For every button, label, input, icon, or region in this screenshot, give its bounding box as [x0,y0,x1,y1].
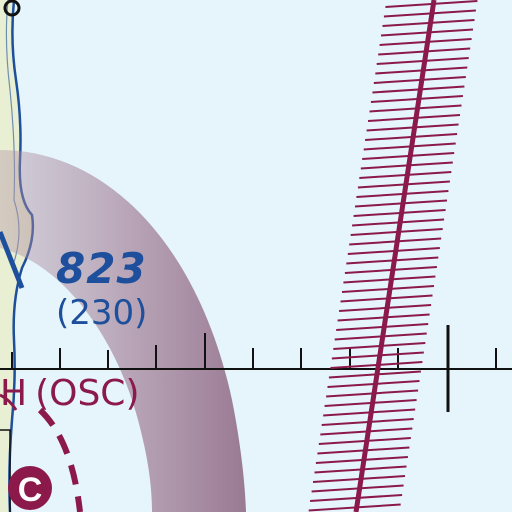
hatch-tick [337,313,430,322]
hatch-tick [318,437,411,445]
hatch-tick [360,161,453,170]
airport-boundary-dashed [37,407,83,512]
hatch-tick [369,104,462,113]
hatch-tick [344,266,437,274]
hatch-tick [320,427,413,436]
hatch-tick [378,47,471,56]
hatch-tick [365,133,458,141]
airport-symbol-letter: C [18,471,43,509]
tick-marks [11,325,497,412]
hatch-tick [366,123,459,132]
hatch-tick [324,399,417,407]
hatch-tick [327,380,420,388]
hatch-tick [341,285,435,293]
restricted-area-band [308,0,478,512]
hatch-tick [321,418,414,426]
obstacle-symbol [0,231,25,289]
hatch-tick [350,228,443,236]
hatch-tick [310,494,403,502]
airspace-ring [0,150,246,512]
hatch-tick [362,152,455,160]
hatch-tick [317,446,410,455]
hatch-tick [314,465,407,474]
airport-identifier-label: H (OSC) [0,376,140,412]
hatch-tick [340,294,433,303]
hatch-tick [353,209,446,217]
hatch-tick [383,9,476,18]
hatch-tick [349,237,442,246]
airport-name-fragment: H [0,373,28,414]
hatch-tick [375,66,468,75]
hatch-tick [347,247,440,255]
hatch-tick [373,76,466,84]
hatch-tick [354,199,448,208]
airport-boundary-ring [0,393,18,411]
hatch-tick [326,389,419,398]
hatch-tick [352,218,445,227]
airport-symbol[interactable]: C [8,466,52,510]
hatch-tick [382,19,475,27]
hatch-tick [312,475,406,483]
obstacle-elevation-label: 823 [56,244,147,293]
airport-identifier: (OSC) [35,373,140,414]
hatch-tick [331,351,424,360]
waypoint-ring [3,0,21,17]
hatch-tick [311,484,404,493]
land-area [0,0,33,512]
hatch-tick [367,114,461,122]
hatch-tick [334,332,427,341]
obstacle-agl-label: (230) [56,293,148,333]
hatch-tick [356,190,449,198]
hatch-tick [380,28,474,37]
hatch-tick [336,323,429,331]
hatch-tick [372,85,465,94]
hatch-tick [346,256,439,265]
hatch-tick [376,57,469,65]
hatch-tick [343,275,436,284]
hatch-tick [328,370,421,379]
hatch-tick [308,503,401,512]
hatch-tick [359,171,452,179]
hatch-tick [379,38,472,46]
hatch-tick [315,456,408,464]
hatch-tick [323,408,416,417]
hatch-tick [385,0,478,8]
hatch-tick [357,180,450,189]
hatch-tick [339,304,432,312]
hatch-tick [363,142,456,151]
hatch-tick [330,361,423,369]
hatch-tick [370,95,463,103]
hatch-tick [333,342,426,350]
